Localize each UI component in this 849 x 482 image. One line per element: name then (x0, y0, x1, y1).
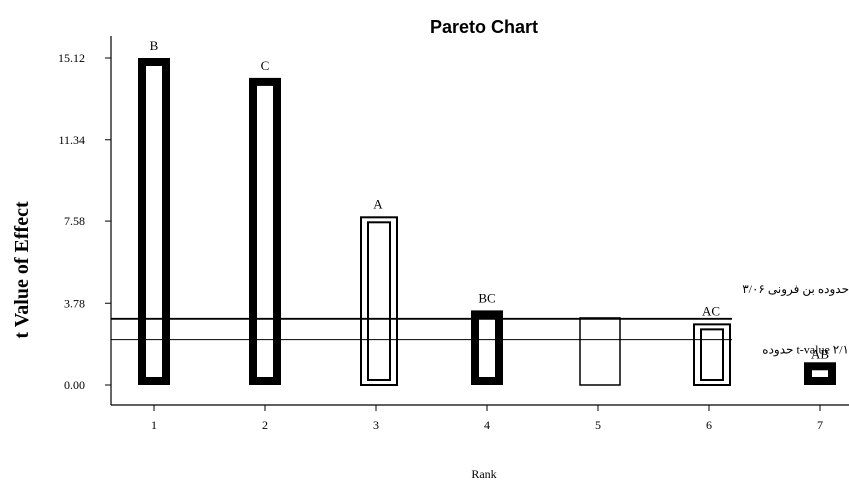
bar-inner (257, 85, 273, 378)
x-tick-label: 5 (595, 418, 601, 432)
x-tick-label: 1 (151, 418, 157, 432)
x-tick-label: 7 (817, 418, 823, 432)
bar-inner (479, 318, 495, 377)
y-tick-label: 7.58 (64, 214, 85, 228)
bar-label: BC (478, 290, 495, 305)
y-tick-label: 15.12 (58, 51, 85, 65)
bar-inner (700, 328, 724, 382)
bar-label: AC (702, 303, 720, 318)
x-tick-label: 2 (262, 418, 268, 432)
bar-label: C (261, 58, 270, 73)
bar-label: A (373, 196, 383, 211)
x-tick-label: 4 (484, 418, 490, 432)
x-axis-label: Rank (471, 467, 496, 481)
bar (579, 317, 621, 386)
y-tick-label: 3.78 (64, 296, 85, 310)
y-axis-label: t Value of Effect (11, 201, 33, 339)
y-tick-label: 0.00 (64, 378, 85, 392)
reference-line-label: حدوده t-value ۲/۱ (762, 343, 849, 357)
bar-inner (812, 370, 828, 377)
chart-title: Pareto Chart (430, 17, 538, 37)
bar-inner (367, 221, 391, 381)
x-tick-label: 6 (706, 418, 712, 432)
axes: 0.00 3.78 7.58 11.34 15.12 1 2 3 4 5 6 7 (58, 36, 849, 432)
bar-label: AB (811, 346, 829, 361)
bar-label: B (150, 38, 159, 53)
y-tick-label: 11.34 (58, 133, 85, 147)
reference-line-label: حدوده بن فرونی ۳/۰۶ (742, 282, 849, 296)
x-tick-label: 3 (373, 418, 379, 432)
reference-lines: حدوده بن فرونی ۳/۰۶ حدوده t-value ۲/۱ (111, 282, 849, 357)
bar-inner (146, 66, 162, 377)
